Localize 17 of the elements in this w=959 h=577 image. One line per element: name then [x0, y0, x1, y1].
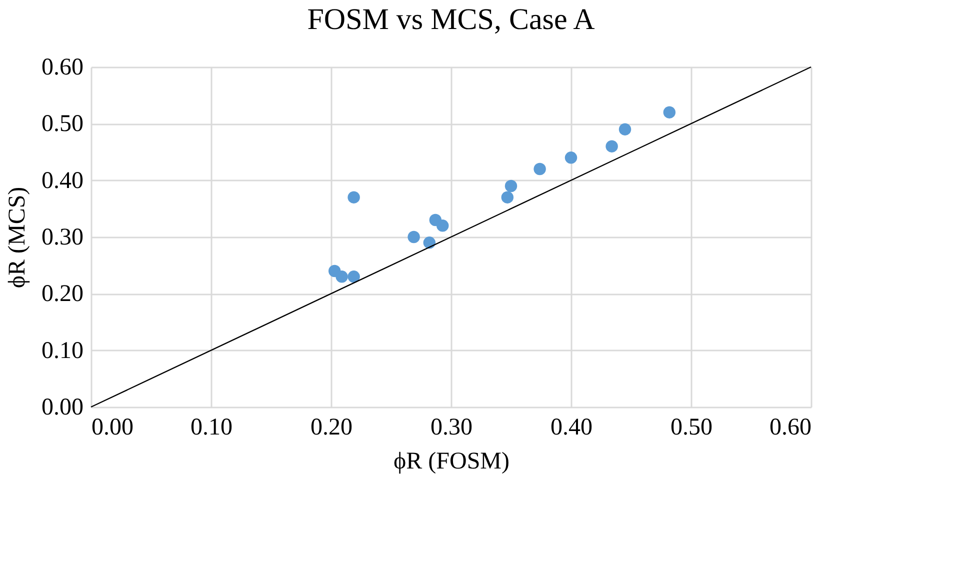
y-tick-label: 0.60 — [42, 54, 84, 80]
y-tick-label: 0.50 — [42, 111, 84, 138]
y-tick-label: 0.20 — [42, 281, 84, 308]
x-tick-label: 0.30 — [430, 414, 472, 440]
x-tick-label: 0.50 — [670, 414, 712, 440]
y-tick-label: 0.10 — [42, 338, 84, 364]
x-tick-label: 0.40 — [550, 414, 592, 440]
x-tick-label: 0.00 — [92, 414, 134, 440]
x-axis-title: ϕR (FOSM) — [394, 448, 510, 474]
y-tick-label: 0.30 — [42, 224, 84, 250]
x-tick-label: 0.20 — [310, 414, 352, 440]
x-tick-label: 0.10 — [190, 414, 232, 440]
y-tick-label: 0.00 — [42, 394, 84, 420]
x-tick-label: 0.60 — [770, 414, 812, 440]
y-tick-label: 0.40 — [42, 168, 84, 194]
y-axis-title: ϕR (MCS) — [4, 186, 30, 288]
chart-title: FOSM vs MCS, Case A — [307, 3, 596, 36]
